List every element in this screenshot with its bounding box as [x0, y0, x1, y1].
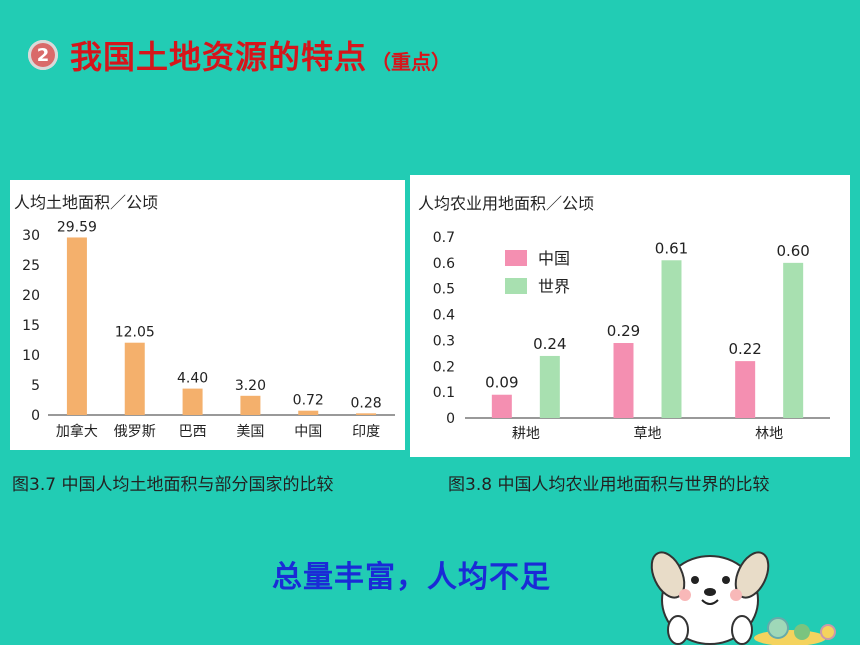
legend-swatch	[505, 250, 527, 266]
x-tick-label: 巴西	[179, 424, 207, 440]
caption-fig-3-8: 图3.8 中国人均农业用地面积与世界的比较	[448, 475, 770, 495]
x-tick-label: 林地	[755, 426, 783, 442]
bar	[124, 342, 145, 415]
x-tick-label: 加拿大	[56, 423, 98, 440]
y-tick-label: 0	[446, 411, 455, 427]
section-note: （重点）	[371, 49, 452, 74]
chart-panel-land-per-capita: 人均土地面积／公顷 0 5 10 15 20 25 30 29.59 加拿大 12.05 俄罗斯 4.4…	[10, 180, 405, 450]
legend-label: 世界	[538, 277, 570, 296]
y-tick-label: 0.6	[433, 256, 455, 272]
y-tick-label: 0	[31, 408, 40, 424]
x-tick-label: 中国	[294, 424, 322, 440]
bar	[491, 394, 512, 418]
data-label: 0.28	[350, 395, 381, 411]
y-tick-label: 0.3	[433, 333, 455, 349]
y-tick-label: 10	[22, 348, 40, 364]
y-tick-label: 0.2	[433, 359, 455, 375]
y-tick-label: 25	[22, 258, 40, 274]
data-label: 3.20	[235, 378, 266, 394]
x-tick-label: 耕地	[512, 425, 540, 442]
y-tick-label: 0.4	[433, 308, 455, 324]
y-tick-label: 30	[22, 228, 40, 244]
data-label: 0.24	[533, 335, 566, 353]
caption-fig-3-7: 图3.7 中国人均土地面积与部分国家的比较	[12, 475, 334, 495]
number-badge: 2	[28, 40, 58, 70]
y-tick-label: 20	[22, 288, 40, 304]
data-label: 0.72	[293, 393, 324, 409]
chart-panel-agri-land: 人均农业用地面积／公顷 0 0.1 0.2 0.3 0.4 0.5 0.6 0.7 中国世界 0.0…	[410, 175, 850, 457]
x-tick-label: 草地	[634, 426, 662, 442]
bar	[735, 361, 756, 418]
section-title: 我国土地资源的特点	[70, 38, 368, 76]
bar	[182, 388, 203, 415]
bar	[240, 395, 261, 415]
data-label: 0.22	[728, 340, 761, 358]
data-label: 12.05	[115, 325, 155, 341]
bar	[661, 260, 682, 418]
data-label: 29.59	[57, 219, 97, 235]
chart-land-per-capita: 人均土地面积／公顷 0 5 10 15 20 25 30 29.59 加拿大 12.05 俄罗斯 4.4…	[14, 193, 395, 440]
bar	[356, 413, 377, 415]
legend-label: 中国	[538, 249, 570, 268]
x-tick-label: 美国	[236, 424, 264, 440]
bar	[783, 262, 804, 418]
data-label: 0.60	[776, 242, 809, 260]
x-tick-label: 印度	[352, 424, 380, 440]
bar	[613, 343, 634, 418]
data-label: 0.61	[655, 239, 688, 257]
data-label: 4.40	[177, 371, 208, 387]
y-tick-label: 0.1	[433, 385, 455, 401]
data-label: 0.29	[607, 322, 640, 340]
cartoon-dog-icon	[650, 551, 836, 645]
legend-swatch	[505, 278, 527, 294]
y-tick-label: 0.5	[433, 282, 455, 298]
chart-title: 人均土地面积／公顷	[14, 193, 158, 212]
y-tick-label: 0.7	[433, 230, 455, 246]
slogan-text: 总量丰富，人均不足	[272, 560, 551, 595]
bar	[298, 410, 319, 415]
y-tick-label: 15	[22, 318, 40, 334]
data-label: 0.09	[485, 374, 518, 392]
section-heading: 2 我国土地资源的特点 （重点）	[28, 32, 451, 78]
bar	[66, 237, 87, 415]
bar	[539, 355, 560, 418]
x-tick-label: 俄罗斯	[114, 424, 156, 440]
chart-title: 人均农业用地面积／公顷	[418, 194, 594, 213]
y-tick-label: 5	[31, 378, 40, 394]
